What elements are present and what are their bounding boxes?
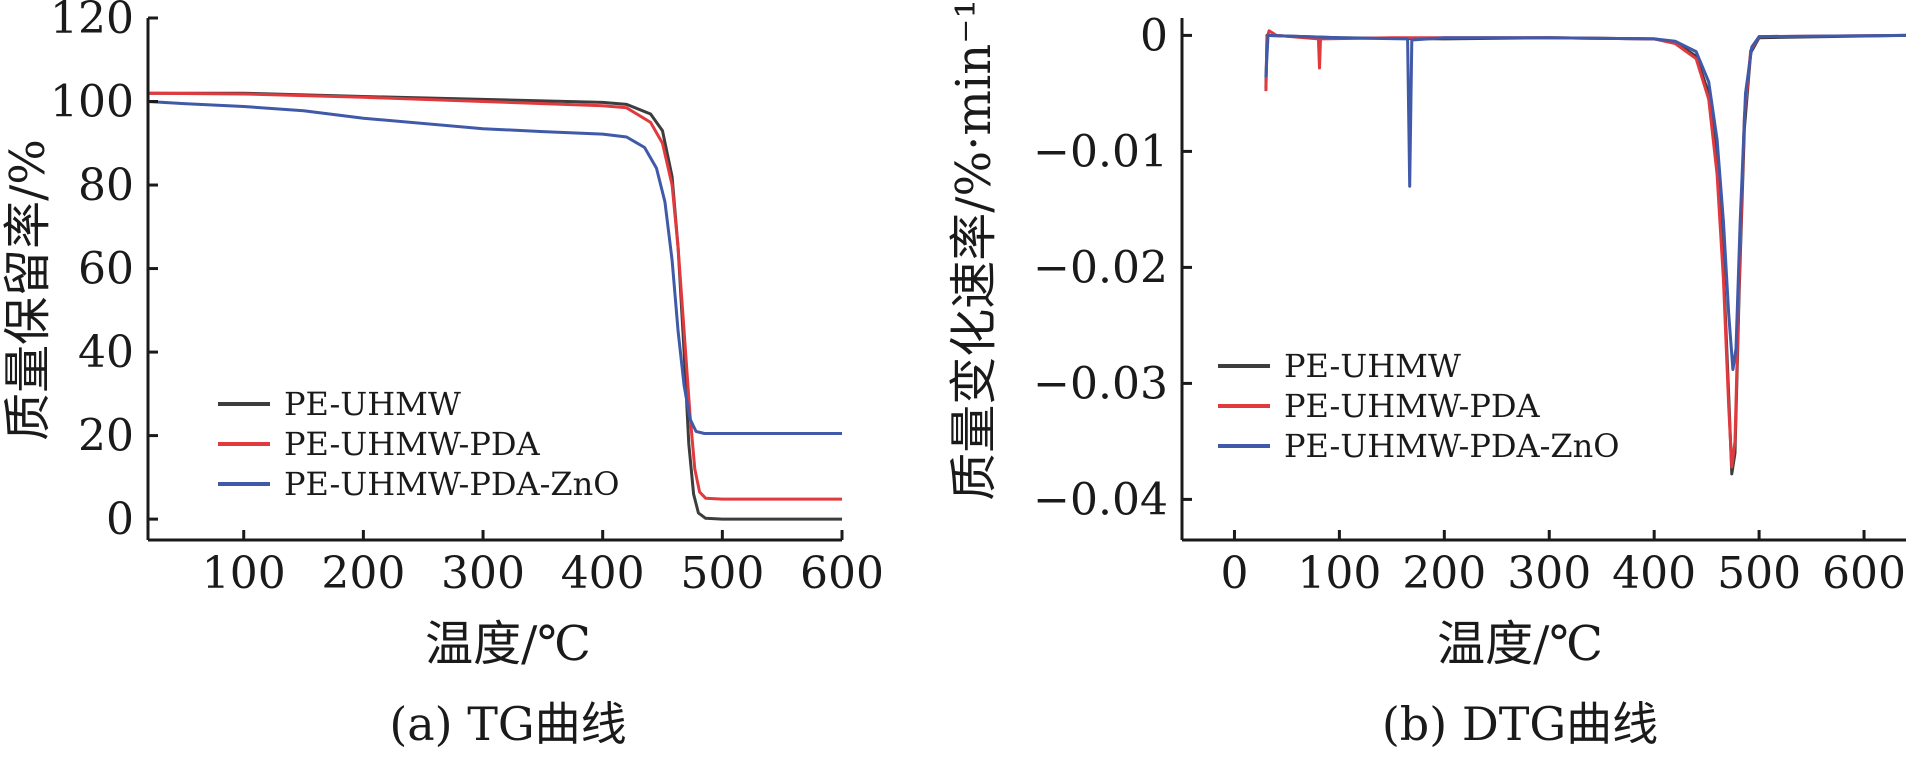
- tg-x-tick-label: 100: [202, 548, 286, 599]
- tg-y-tick-label: 0: [106, 494, 134, 545]
- dtg-x-tick-label: 500: [1717, 548, 1801, 599]
- tg-series-line-1: [148, 91, 842, 521]
- dtg-legend-label: PE-UHMW-PDA-ZnO: [1284, 427, 1620, 465]
- dtg-x-tick-label: 400: [1612, 548, 1696, 599]
- tg-y-tick-label: 100: [50, 77, 134, 128]
- dtg-series-line-3: [1264, 33, 1906, 371]
- tg-y-ticks: 0 20 40 60 80 100 120: [50, 0, 158, 545]
- tg-legend-label: PE-UHMW-PDA: [284, 425, 541, 463]
- dtg-x-tick-label: 0: [1220, 548, 1248, 599]
- tg-y-tick-label: 40: [78, 327, 134, 378]
- dtg-legend-label: PE-UHMW: [1284, 347, 1461, 385]
- tg-x-ticks: 100 200 300 400 500 600: [202, 530, 884, 599]
- tg-x-tick-label: 500: [680, 548, 764, 599]
- tg-y-tick-label: 60: [78, 244, 134, 295]
- dtg-y-ticks: 0 −0.01 −0.02 −0.03 −0.04: [1033, 10, 1192, 525]
- tg-x-tick-label: 400: [561, 548, 645, 599]
- tg-y-tick-label: 120: [50, 0, 134, 44]
- tg-series-line-2: [147, 91, 842, 501]
- dtg-y-tick-label: −0.01: [1033, 126, 1168, 177]
- dtg-x-axis-label: 温度/℃: [1437, 616, 1603, 672]
- dtg-chart: 0 100 200 300 400 500 600 0 −0.01 −0.02 −0.03 −0.0…: [946, 0, 1906, 751]
- dtg-x-tick-label: 300: [1507, 548, 1591, 599]
- dtg-y-tick-label: −0.03: [1033, 358, 1168, 409]
- tg-y-tick-label: 20: [78, 411, 134, 462]
- tg-series-group: [147, 91, 842, 521]
- dtg-x-tick-label: 600: [1822, 548, 1906, 599]
- dtg-legend-label: PE-UHMW-PDA: [1284, 387, 1541, 425]
- tg-legend-label: PE-UHMW: [284, 385, 461, 423]
- dtg-series-group: [1264, 29, 1906, 476]
- dtg-x-ticks: 0 100 200 300 400 500 600: [1220, 530, 1906, 599]
- tg-y-axis-label: 质量保留率/%: [0, 139, 56, 441]
- dtg-y-tick-label: 0: [1140, 10, 1168, 61]
- dtg-caption: (b) DTG曲线: [1382, 697, 1658, 751]
- tg-caption: (a) TG曲线: [389, 697, 626, 751]
- dtg-x-tick-label: 100: [1297, 548, 1381, 599]
- tg-legend-label: PE-UHMW-PDA-ZnO: [284, 465, 620, 503]
- dtg-x-tick-label: 200: [1402, 548, 1486, 599]
- tg-x-tick-label: 200: [321, 548, 405, 599]
- tg-x-tick-label: 300: [441, 548, 525, 599]
- tg-x-tick-label: 600: [800, 548, 884, 599]
- tg-x-axis-label: 温度/℃: [425, 616, 591, 672]
- tg-y-tick-label: 80: [78, 160, 134, 211]
- dtg-y-tick-label: −0.02: [1033, 242, 1168, 293]
- dtg-y-tick-label: −0.04: [1033, 474, 1168, 525]
- dtg-y-axis-label: 质量变化速率/%·min⁻¹: [946, 0, 1002, 501]
- tg-series-line-3: [147, 100, 842, 435]
